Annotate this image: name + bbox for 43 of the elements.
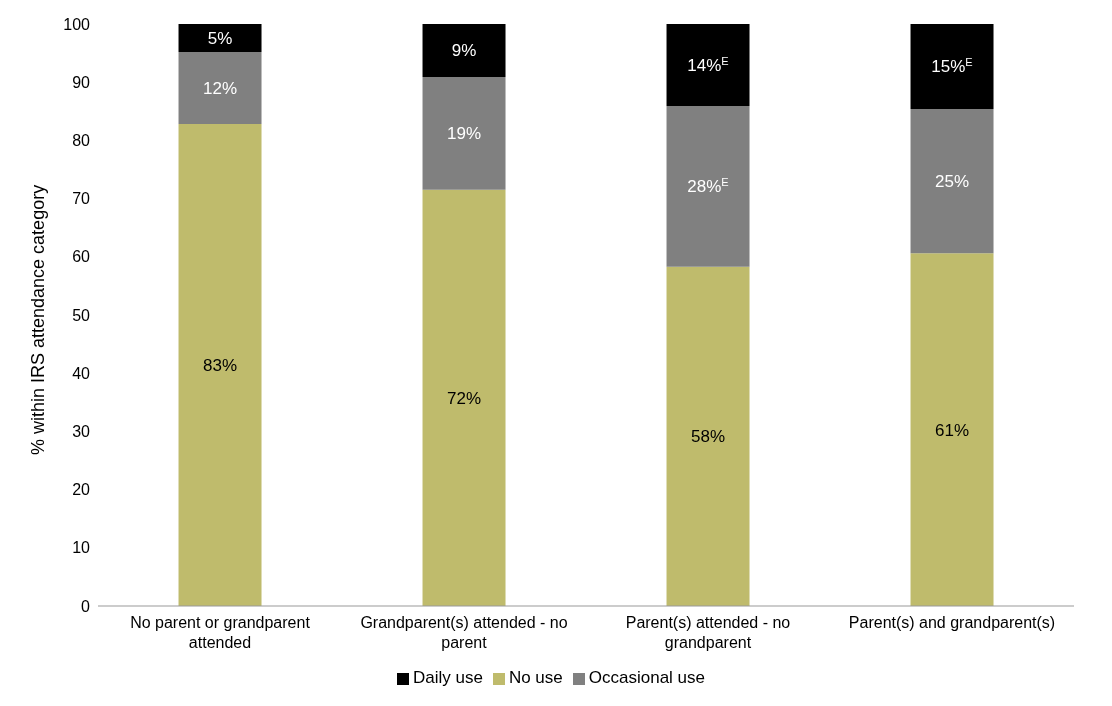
legend-label: Daily use bbox=[412, 668, 483, 687]
bar bbox=[910, 24, 994, 109]
y-tick-label: 40 bbox=[72, 364, 91, 382]
x-tick-label: Parent(s) attended - no grandparent bbox=[625, 614, 791, 651]
y-tick-label: 80 bbox=[72, 132, 91, 150]
data-label: 15%$^{E}$ bbox=[931, 56, 973, 77]
y-tick-label: 100 bbox=[63, 15, 91, 33]
data-label: 83% bbox=[203, 356, 238, 376]
bar bbox=[422, 24, 506, 77]
y-tick-label: 60 bbox=[72, 248, 91, 266]
bar bbox=[422, 76, 506, 190]
data-label: 58% bbox=[691, 427, 726, 447]
data-label: 25% bbox=[935, 172, 970, 192]
bar bbox=[178, 124, 262, 606]
y-tick-label: 20 bbox=[72, 481, 91, 499]
data-label: 12% bbox=[203, 79, 238, 99]
y-axis-title: % within IRS attendance category bbox=[28, 184, 49, 455]
data-label: 9% bbox=[451, 41, 477, 61]
bar bbox=[178, 51, 262, 125]
y-tick-label: 70 bbox=[72, 190, 91, 208]
data-label: 5% bbox=[207, 28, 233, 48]
y-tick-label: 50 bbox=[72, 306, 91, 324]
x-tick-label: Grandparent(s) attended - no parent bbox=[360, 614, 568, 651]
data-label: 19% bbox=[447, 124, 482, 144]
y-tick-label: 10 bbox=[72, 539, 91, 557]
bar bbox=[666, 24, 750, 107]
bar bbox=[178, 24, 262, 52]
y-tick-label: 30 bbox=[72, 423, 91, 441]
data-label: 14%$^{E}$ bbox=[687, 55, 729, 76]
x-tick-label: Parent(s) and grandparent(s) bbox=[848, 614, 1056, 631]
data-label: 72% bbox=[447, 388, 482, 408]
bar bbox=[666, 106, 750, 267]
legend-label: No use bbox=[508, 668, 563, 687]
y-tick-label: 0 bbox=[81, 597, 91, 615]
bar bbox=[910, 253, 994, 606]
legend-label: Occasional use bbox=[588, 668, 706, 687]
data-label: 61% bbox=[935, 420, 970, 440]
bar bbox=[666, 266, 750, 606]
y-tick-label: 90 bbox=[72, 73, 91, 91]
x-tick-label: No parent or grandparent attended bbox=[130, 614, 311, 651]
bar bbox=[422, 189, 506, 606]
bar bbox=[910, 108, 994, 254]
data-label: 28%$^{E}$ bbox=[687, 176, 729, 197]
